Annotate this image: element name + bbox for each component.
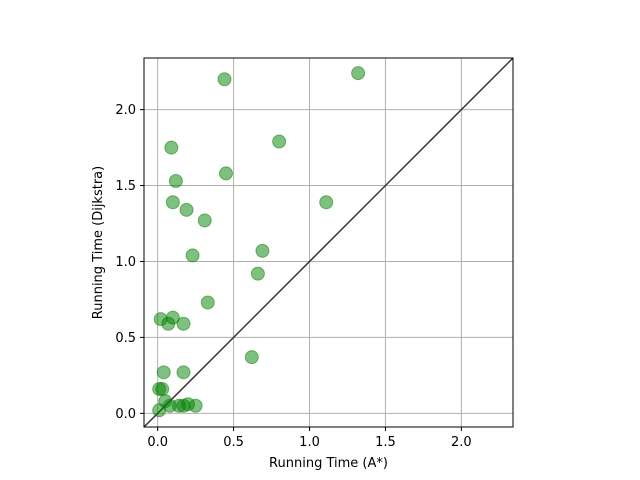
x-tick-label: 1.0 [299,435,320,450]
scatter-point [250,266,265,281]
scatter-point [179,202,194,217]
plot-frame [143,57,514,428]
scatter-point [176,365,191,380]
scatter-point [272,134,287,149]
reference-line-layer [143,57,514,428]
scatter-point [219,166,233,181]
scatter-point [155,382,170,397]
scatter-point [188,398,203,413]
scatter-point [156,365,171,380]
grid [144,58,513,427]
y-axis-label: Running Time (Dijkstra) [91,166,106,319]
x-tick-label: 0.0 [147,435,168,450]
scatter-point [161,316,176,331]
x-tick-label: 2.0 [451,435,472,450]
scatter-point [200,295,215,310]
scatter-point [244,350,259,365]
x-tick-label: 0.5 [223,435,244,450]
y-tick-label: 2.0 [115,103,136,118]
scatter-point [152,403,167,418]
y-tick-label: 1.5 [115,179,136,194]
scatter-point [351,66,366,81]
x-axis-label: Running Time (A*) [269,456,388,471]
y-tick-label: 1.0 [115,255,136,270]
scatter-point [168,174,183,188]
axis-ticks: 0.0 0.5 1.0 1.5 2.0 0.0 0.5 1.0 1.5 2.0 [115,103,471,450]
scatter-point [176,316,191,331]
identity-reference-line [143,57,514,428]
y-tick-label: 0.5 [115,331,136,346]
scatter-point [255,243,270,258]
scatter-point [197,213,212,228]
scatter-point [165,195,180,210]
scatter-point [319,195,334,210]
scatter-point [217,72,232,87]
scatter-point [164,140,179,155]
data-points [152,66,366,418]
x-tick-label: 1.5 [375,435,396,450]
scatter-point [185,248,200,263]
y-tick-label: 0.0 [115,407,136,422]
